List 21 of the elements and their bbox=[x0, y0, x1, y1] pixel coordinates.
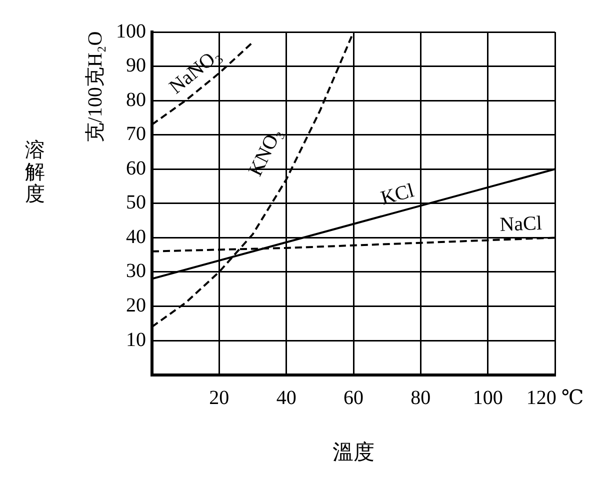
y-tick-label: 10 bbox=[126, 328, 146, 351]
y-tick-label: 90 bbox=[126, 54, 146, 77]
y-tick-label: 50 bbox=[126, 192, 146, 214]
x-tick-label: 40 bbox=[276, 387, 296, 410]
y-tick-label: 40 bbox=[126, 226, 146, 248]
text: KCl bbox=[378, 180, 417, 210]
x-tick-label: 20 bbox=[209, 387, 230, 410]
y-tick-label: 70 bbox=[126, 123, 146, 146]
text: 克/100克H₂O bbox=[84, 31, 106, 143]
x-tick-label: 100 bbox=[472, 387, 503, 410]
y-axis-title: 溶解度 bbox=[25, 140, 45, 206]
y-tick-label: 30 bbox=[126, 260, 146, 282]
y-tick-label: 20 bbox=[126, 294, 146, 316]
x-tick-label: 60 bbox=[344, 387, 364, 410]
x-axis-title: 溫度 bbox=[332, 440, 374, 464]
x-tick-label: 80 bbox=[410, 387, 431, 410]
series-label: NaCl bbox=[499, 212, 543, 236]
x-tick-label: 120 ℃ bbox=[526, 387, 584, 410]
y-tick-label: 80 bbox=[126, 88, 146, 111]
y-tick-label: 100 bbox=[116, 20, 146, 42]
y-tick-label: 60 bbox=[126, 157, 146, 180]
